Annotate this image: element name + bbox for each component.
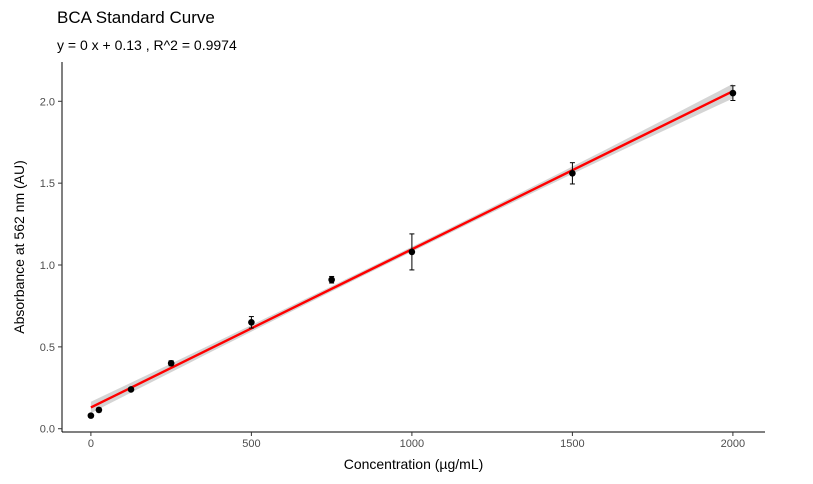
- axes-layer: 0 500 1000 1500 2000 0.0 0.5 1.0 1.5 2.0: [40, 62, 765, 450]
- chart-title: BCA Standard Curve: [57, 8, 215, 27]
- x-tick-label: 1000: [400, 438, 424, 450]
- data-point: [569, 170, 576, 177]
- chart-subtitle: y = 0 x + 0.13 , R^2 = 0.9974: [57, 37, 237, 53]
- data-point: [729, 89, 737, 97]
- data-point: [408, 248, 416, 256]
- x-tick-label: 0: [88, 438, 94, 450]
- data-point: [127, 386, 135, 393]
- data-point: [248, 319, 255, 326]
- y-axis-title: Absorbance at 562 nm (AU): [11, 160, 27, 334]
- data-point: [87, 412, 95, 419]
- data-point: [95, 406, 103, 414]
- x-axis-title: Concentration (µg/mL): [344, 456, 484, 472]
- y-tick-label: 2.0: [40, 96, 55, 108]
- x-tick-label: 500: [242, 438, 260, 450]
- y-tick-label: 1.0: [40, 260, 55, 272]
- y-tick-label: 1.5: [40, 178, 55, 190]
- data-points-layer: [87, 89, 737, 419]
- data-point: [328, 276, 335, 284]
- x-tick-label: 2000: [721, 438, 745, 450]
- data-point: [167, 359, 175, 367]
- x-tick-label: 1500: [560, 438, 584, 450]
- y-tick-label: 0.0: [40, 424, 55, 436]
- y-tick-label: 0.5: [40, 342, 55, 354]
